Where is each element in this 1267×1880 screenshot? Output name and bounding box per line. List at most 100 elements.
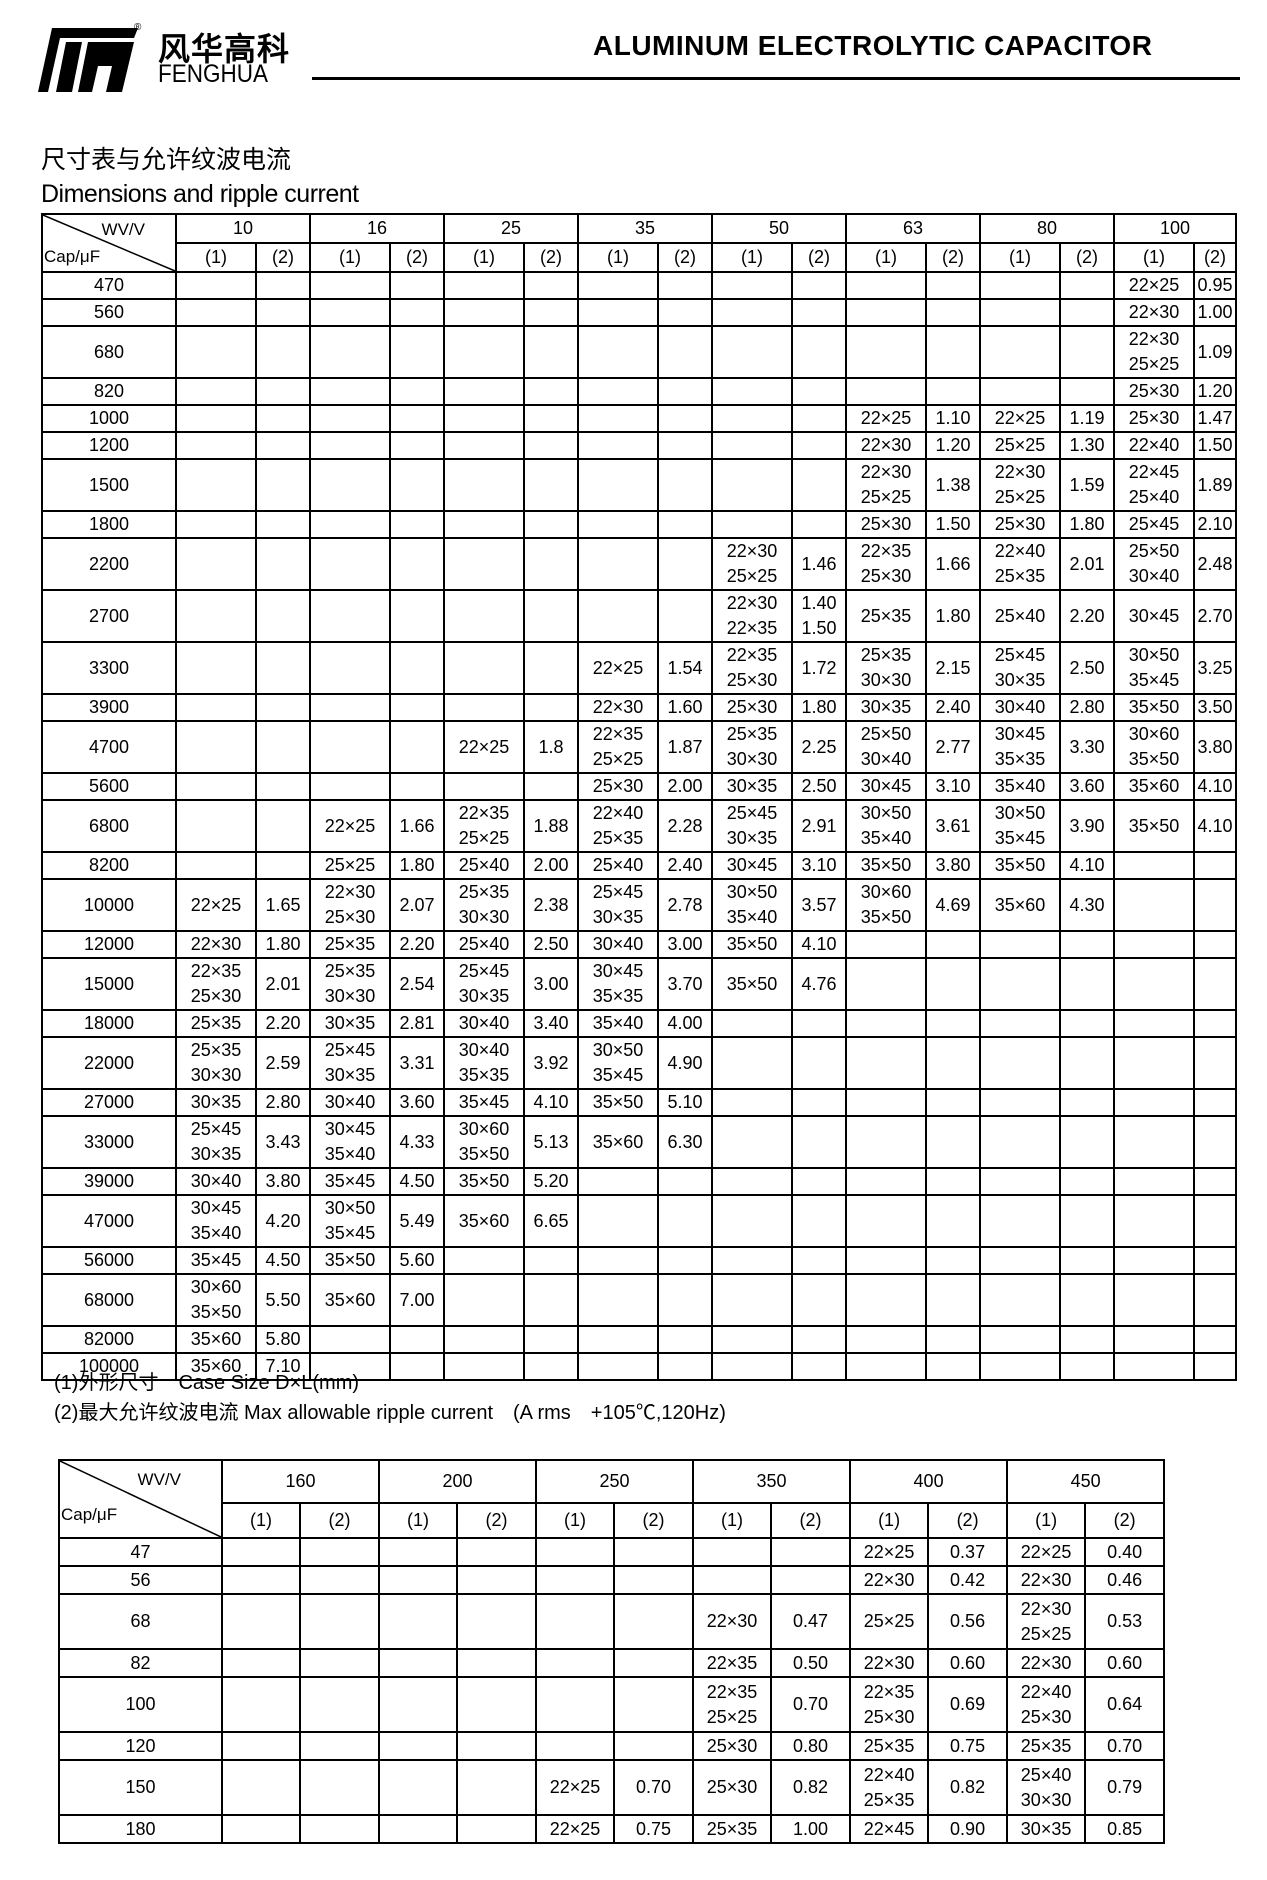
ripple-current-cell: 0.42 (927, 1565, 1009, 1595)
ripple-current-cell (456, 1565, 538, 1595)
dimensions-table-high-voltage: WV/V Cap/μF 160 200 250 350 400 450 (1) (2) (1) (2)… (58, 1459, 1166, 1844)
table-row: 82000 35×60 5.80 (41, 1325, 1238, 1354)
case-size-cell: 22×30 25×25 (1006, 1593, 1087, 1650)
ripple-current-header: (2) (925, 242, 981, 273)
case-size-cell (175, 510, 257, 539)
ripple-current-cell (255, 458, 311, 512)
ripple-current-cell (523, 1325, 579, 1354)
case-size-cell: 30×45 (845, 772, 927, 801)
ripple-current-cell: 3.25 (1192, 641, 1238, 695)
ripple-current-cell: 1.80 (389, 851, 445, 880)
table-row: 100 22×35 25×25 0.70 22×35 25×30 0.69 22×40 2… (58, 1676, 1166, 1733)
ripple-current-cell (925, 1009, 981, 1038)
ripple-current-cell (1059, 1088, 1115, 1117)
ripple-current-cell (523, 377, 579, 406)
ripple-current-cell (1059, 298, 1115, 327)
capacitance-cell: 12000 (41, 930, 177, 959)
case-size-cell (443, 1246, 525, 1275)
case-size-cell: 35×50 (711, 957, 793, 1011)
ripple-current-cell: 2.77 (925, 720, 981, 774)
case-size-cell (845, 377, 927, 406)
case-size-cell: 35×50 (979, 851, 1061, 880)
ripple-current-cell: 1.72 (791, 641, 847, 695)
ripple-current-cell: 1.65 (255, 878, 311, 932)
ripple-current-cell (657, 458, 713, 512)
case-size-cell: 22×30 25×25 (979, 458, 1061, 512)
case-size-cell (979, 930, 1061, 959)
case-size-cell (1113, 1273, 1195, 1327)
case-size-cell (175, 325, 257, 379)
case-size-cell: 22×25 (535, 1814, 616, 1844)
case-size-cell (175, 537, 257, 591)
table-row: 15000 22×35 25×30 2.01 25×35 30×30 2.54 25×45… (41, 957, 1238, 1011)
case-size-cell: 25×25 (979, 431, 1061, 460)
footnote-case-size: (1)外形尺寸 Case Size D×L(mm) (54, 1372, 360, 1394)
capacitance-cell: 82 (58, 1648, 223, 1678)
ripple-current-cell (389, 298, 445, 327)
case-size-cell (711, 271, 793, 300)
ripple-current-cell: 1.80 (255, 930, 311, 959)
ripple-current-cell (389, 325, 445, 379)
table-row: 680 22×30 25×25 1.09 (41, 325, 1238, 379)
case-size-cell: 35×50 (1113, 693, 1195, 722)
ripple-current-cell (925, 1246, 981, 1275)
ripple-current-header: (2) (927, 1502, 1009, 1539)
ripple-current-header: (2) (255, 242, 311, 273)
case-size-cell (309, 772, 391, 801)
ripple-current-cell: 2.54 (389, 957, 445, 1011)
case-size-cell (175, 298, 257, 327)
ripple-current-cell: 2.80 (1059, 693, 1115, 722)
capacitance-cell: 820 (41, 377, 177, 406)
ripple-current-cell: 1.66 (925, 537, 981, 591)
registered-mark: ® (134, 22, 142, 33)
case-size-cell: 30×35 (711, 772, 793, 801)
ripple-current-cell: 0.79 (1084, 1759, 1166, 1816)
ripple-current-header: (2) (456, 1502, 538, 1539)
case-size-cell: 35×50 (711, 930, 793, 959)
case-size-cell: 25×35 (309, 930, 391, 959)
table-row: 47 22×25 0.37 22×25 0.40 (58, 1537, 1166, 1567)
ripple-current-cell (1192, 1036, 1238, 1090)
case-size-cell: 25×40 (577, 851, 659, 880)
ripple-current-cell: 0.40 (1084, 1537, 1166, 1567)
case-size-cell: 25×45 30×35 (309, 1036, 391, 1090)
case-size-cell: 22×30 (849, 1565, 930, 1595)
case-size-cell (221, 1731, 301, 1761)
ripple-current-cell (657, 510, 713, 539)
ripple-current-cell: 2.50 (1059, 641, 1115, 695)
table-row: 3300 22×25 1.54 22×35 25×30 1.72 25×35 30×30 2… (41, 641, 1238, 695)
case-size-cell: 25×35 30×30 (309, 957, 391, 1011)
capacitance-cell: 2700 (41, 589, 177, 643)
ripple-current-cell: 0.60 (1084, 1648, 1166, 1678)
ripple-current-cell (925, 1325, 981, 1354)
ripple-current-cell (1059, 1115, 1115, 1169)
case-size-cell (443, 641, 525, 695)
case-size-cell (711, 1088, 793, 1117)
ripple-current-cell: 3.70 (657, 957, 713, 1011)
case-size-cell (845, 1325, 927, 1354)
ripple-current-cell: 1.00 (770, 1814, 852, 1844)
ripple-current-cell: 4.50 (255, 1246, 311, 1275)
ripple-current-cell: 2.40 (925, 693, 981, 722)
ripple-current-cell (657, 431, 713, 460)
case-size-cell: 22×45 (849, 1814, 930, 1844)
case-size-cell (577, 537, 659, 591)
case-size-cell (845, 1036, 927, 1090)
capacitance-cell: 180 (58, 1814, 223, 1844)
ripple-current-cell (255, 641, 311, 695)
capacitance-cell: 33000 (41, 1115, 177, 1169)
case-size-cell (378, 1814, 459, 1844)
case-size-cell (175, 720, 257, 774)
case-size-cell: 22×40 25×30 (1006, 1676, 1087, 1733)
case-size-cell (175, 772, 257, 801)
case-size-cell: 30×50 35×45 (1113, 641, 1195, 695)
ripple-current-cell: 0.53 (1084, 1593, 1166, 1650)
case-size-cell: 30×35 (1006, 1814, 1087, 1844)
capacitance-cell: 82000 (41, 1325, 177, 1354)
ripple-current-cell (389, 641, 445, 695)
case-size-header: (1) (692, 1502, 773, 1539)
voltage-header: 35 (577, 213, 713, 244)
case-size-cell: 35×60 (979, 878, 1061, 932)
case-size-cell (711, 1194, 793, 1248)
case-size-cell: 30×50 35×40 (845, 799, 927, 853)
